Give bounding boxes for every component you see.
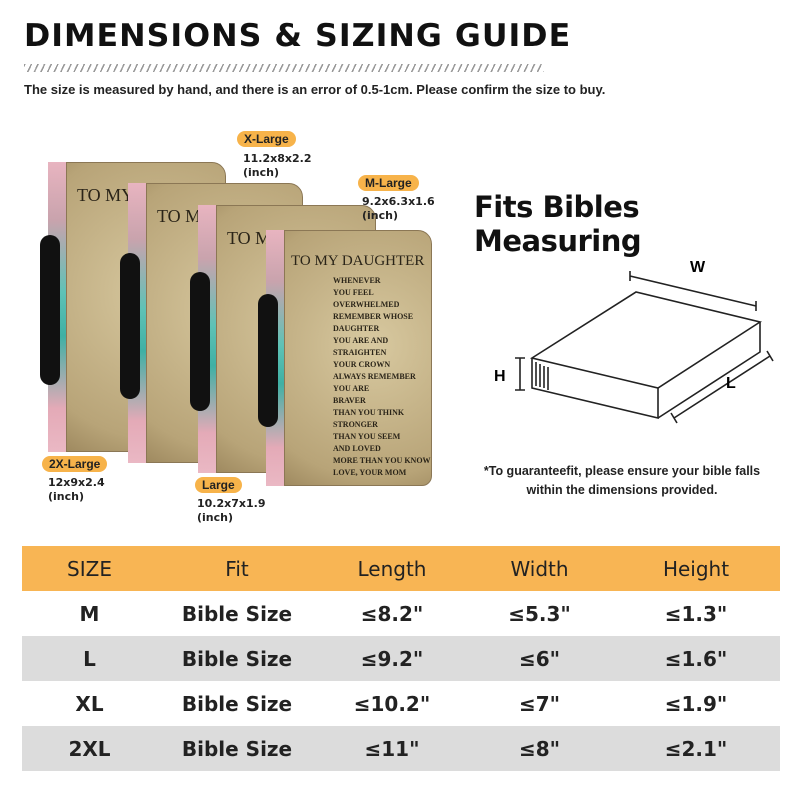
table-cell: 2XL bbox=[68, 736, 111, 761]
size-badge: M-Large bbox=[358, 175, 419, 191]
poem-line: THAN YOU THINK bbox=[333, 408, 405, 417]
header-fit: Fit bbox=[225, 556, 249, 581]
poem-line: AND LOVED bbox=[333, 444, 381, 453]
poem-line: WHENEVER bbox=[333, 276, 381, 285]
table-cell: Bible Size bbox=[181, 691, 293, 716]
poem-line: REMEMBER WHOSE bbox=[333, 312, 414, 321]
table-cell: Bible Size bbox=[181, 646, 293, 671]
size-badge: X-Large bbox=[237, 131, 296, 147]
size-badge: Large bbox=[195, 477, 242, 493]
header-height: Height bbox=[662, 556, 730, 581]
size-dims: 10.2x7x1.9 (inch) bbox=[197, 497, 266, 524]
handle bbox=[190, 272, 210, 412]
hatch-divider bbox=[24, 64, 544, 72]
poem-line: DAUGHTER bbox=[333, 324, 380, 333]
table-cell: L bbox=[83, 646, 96, 671]
poem-line: OVERWHELMED bbox=[333, 300, 400, 309]
table-cell: ≤8" bbox=[518, 736, 561, 761]
table-cell: Bible Size bbox=[181, 736, 293, 761]
table-cell: ≤2.1" bbox=[664, 736, 728, 761]
cover-poem: WHENEVER YOU FEEL OVERWHELMED REMEMBER WHOS… bbox=[333, 275, 431, 479]
size-dims: 9.2x6.3x1.6 (inch) bbox=[362, 195, 435, 222]
height-label: H bbox=[494, 368, 506, 385]
fit-note: *To guaranteefit, please ensure your bib… bbox=[483, 464, 761, 497]
poem-line: YOUR CROWN bbox=[333, 360, 391, 369]
size-table: SIZE Fit Length Width Height M Bible Size… bbox=[22, 546, 780, 771]
cover-title: TO MY DAUGHTER bbox=[291, 253, 425, 269]
table-row: XL Bible Size ≤10.2" ≤7" ≤1.9" bbox=[22, 681, 780, 726]
page-title: DIMENSIONS & SIZING GUIDE bbox=[24, 18, 572, 54]
header-size: SIZE bbox=[67, 556, 112, 581]
poem-line: THAN YOU SEEM bbox=[333, 432, 401, 441]
table-header: SIZE Fit Length Width Height bbox=[22, 546, 780, 591]
book-dimension-diagram: W H L bbox=[494, 259, 774, 424]
width-label: W bbox=[690, 259, 706, 276]
header-length: Length bbox=[357, 556, 427, 581]
poem-line: ALWAYS REMEMBER YOU ARE bbox=[333, 372, 416, 393]
table-row: L Bible Size ≤9.2" ≤6" ≤1.6" bbox=[22, 636, 780, 681]
poem-line: STRONGER bbox=[333, 420, 378, 429]
poem-line: BRAVER bbox=[333, 396, 366, 405]
table-row: 2XL Bible Size ≤11" ≤8" ≤2.1" bbox=[22, 726, 780, 771]
table-cell: ≤7" bbox=[518, 691, 561, 716]
size-badge: 2X-Large bbox=[42, 456, 108, 472]
bible-cover-m: TO MY DAUGHTER WHENEVER YOU FEEL OVERWHELM… bbox=[258, 230, 432, 486]
poem-line: YOU ARE AND bbox=[333, 336, 389, 345]
size-dims: 11.2x8x2.2 (inch) bbox=[243, 152, 312, 179]
size-dims: 12x9x2.4 (inch) bbox=[48, 476, 105, 503]
table-cell: ≤1.6" bbox=[664, 646, 728, 671]
poem-line: LOVE, YOUR MOM bbox=[333, 468, 407, 477]
table-cell: ≤9.2" bbox=[360, 646, 424, 671]
subtitle: The size is measured by hand, and there … bbox=[24, 82, 606, 97]
poem-line: STRAIGHTEN bbox=[333, 348, 387, 357]
table-cell: Bible Size bbox=[181, 601, 293, 626]
table-cell: M bbox=[79, 601, 100, 626]
table-cell: ≤10.2" bbox=[353, 691, 431, 716]
table-cell: ≤5.3" bbox=[508, 601, 571, 626]
handle bbox=[258, 294, 278, 428]
table-row: M Bible Size ≤8.2" ≤5.3" ≤1.3" bbox=[22, 591, 780, 636]
table-cell: ≤8.2" bbox=[360, 601, 424, 626]
table-cell: ≤1.3" bbox=[664, 601, 728, 626]
table-cell: XL bbox=[75, 691, 104, 716]
header-width: Width bbox=[510, 556, 569, 581]
cover-title: TO MY bbox=[77, 185, 135, 205]
handle bbox=[40, 234, 60, 386]
table-cell: ≤11" bbox=[364, 736, 420, 761]
diagram-heading: Fits Bibles Measuring bbox=[474, 190, 642, 258]
poem-line: YOU FEEL bbox=[333, 288, 374, 297]
table-cell: ≤1.9" bbox=[664, 691, 728, 716]
table-cell: ≤6" bbox=[518, 646, 561, 671]
length-label: L bbox=[726, 375, 736, 392]
handle bbox=[120, 253, 140, 399]
poem-line: MORE THAN YOU KNOW bbox=[333, 456, 431, 465]
